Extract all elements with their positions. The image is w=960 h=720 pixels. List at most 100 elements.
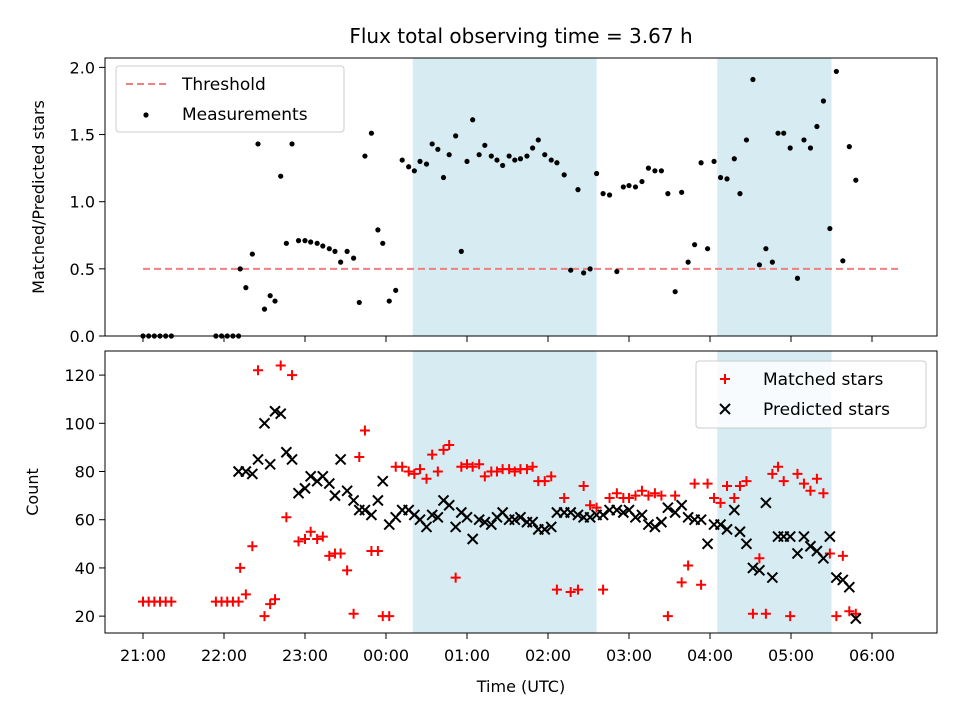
matched-star-point-95 bbox=[754, 553, 765, 564]
matched-star-point-107 bbox=[831, 611, 842, 622]
top-y-axis-label: Matched/Predicted stars bbox=[29, 100, 48, 294]
measurement-point-87 bbox=[704, 246, 711, 252]
measurement-point-60 bbox=[530, 145, 536, 151]
measurement-point-26 bbox=[326, 246, 332, 252]
predicted-star-point-2 bbox=[246, 468, 259, 480]
matched-star-point-59 bbox=[521, 464, 532, 475]
measurement-point-91 bbox=[731, 156, 737, 162]
measurement-point-92 bbox=[737, 191, 743, 197]
measurement-point-102 bbox=[801, 137, 807, 143]
measurement-point-71 bbox=[600, 191, 606, 197]
predicted-star-point-73 bbox=[682, 511, 694, 524]
measurement-point-80 bbox=[658, 168, 665, 174]
count-points bbox=[138, 360, 862, 625]
predicted-star-point-22 bbox=[365, 509, 378, 521]
predicted-star-point-12 bbox=[304, 470, 317, 483]
measurement-point-70 bbox=[594, 170, 600, 177]
predicted-star-point-60 bbox=[597, 509, 609, 521]
measurement-point-65 bbox=[561, 172, 567, 178]
matched-star-point-19 bbox=[281, 512, 292, 523]
measurement-point-36 bbox=[386, 298, 392, 304]
matched-star-point-62 bbox=[539, 476, 550, 487]
legend-predicted-swatch bbox=[719, 403, 731, 415]
legend-matched-swatch bbox=[720, 374, 730, 384]
measurement-point-64 bbox=[554, 160, 560, 166]
matched-star-point-24 bbox=[312, 534, 323, 544]
x-tick-label-9: 06:00 bbox=[849, 646, 895, 665]
matched-star-point-109 bbox=[844, 606, 855, 617]
predicted-star-point-31 bbox=[420, 521, 433, 533]
measurement-point-69 bbox=[587, 266, 593, 272]
measurement-point-63 bbox=[548, 157, 554, 163]
measurement-point-47 bbox=[453, 133, 459, 139]
matched-star-point-98 bbox=[773, 461, 784, 472]
y-tick-label-3: 80 bbox=[75, 463, 95, 482]
measurement-point-75 bbox=[626, 182, 632, 189]
measurement-point-22 bbox=[302, 238, 308, 244]
predicted-star-point-96 bbox=[830, 571, 843, 584]
matched-star-point-26 bbox=[324, 550, 335, 561]
measurement-point-74 bbox=[620, 184, 626, 190]
bottom-panel: 20 40 60 80 100 120 21:00 22:00 23:00 00:00 01:00… bbox=[23, 350, 938, 696]
x-tick-label-5: 02:00 bbox=[525, 646, 571, 665]
measurement-point-68 bbox=[581, 270, 587, 276]
measurement-point-62 bbox=[542, 152, 548, 158]
matched-star-point-108 bbox=[837, 550, 848, 561]
measurement-point-107 bbox=[833, 68, 839, 75]
predicted-star-point-76 bbox=[701, 538, 714, 550]
top-title: Flux total observing time = 3.67 h bbox=[349, 24, 692, 48]
matched-star-point-73 bbox=[611, 488, 622, 499]
y-tick-label-0: 20 bbox=[75, 607, 95, 626]
predicted-star-point-62 bbox=[611, 504, 623, 516]
predicted-star-point-15 bbox=[323, 477, 336, 490]
predicted-star-point-83 bbox=[747, 562, 759, 574]
matched-star-point-106 bbox=[824, 548, 835, 559]
matched-star-point-65 bbox=[559, 493, 570, 504]
matched-star-point-57 bbox=[509, 466, 520, 477]
matched-star-point-71 bbox=[598, 584, 609, 595]
predicted-star-point-36 bbox=[449, 521, 462, 533]
matched-star-point-13 bbox=[247, 541, 258, 552]
measurement-point-94 bbox=[750, 76, 756, 83]
measurement-point-57 bbox=[512, 157, 518, 163]
predicted-star-point-52 bbox=[545, 521, 557, 533]
measurement-point-73 bbox=[614, 268, 620, 275]
measurement-point-90 bbox=[724, 176, 730, 182]
matched-star-point-72 bbox=[604, 493, 615, 504]
predicted-star-point-10 bbox=[292, 487, 305, 499]
y-tick-label-3: 1.5 bbox=[70, 126, 95, 145]
matched-star-point-36 bbox=[384, 611, 395, 622]
measurement-point-61 bbox=[535, 137, 541, 143]
measurement-point-54 bbox=[494, 157, 500, 163]
measurement-point-67 bbox=[575, 187, 581, 193]
bottom-y-axis-label: Count bbox=[23, 468, 42, 516]
matched-star-point-70 bbox=[591, 502, 602, 513]
matched-star-point-23 bbox=[305, 526, 316, 537]
matched-star-point-97 bbox=[767, 468, 778, 479]
measurement-point-59 bbox=[524, 153, 530, 159]
predicted-star-point-49 bbox=[526, 516, 539, 528]
measurement-point-18 bbox=[278, 173, 284, 179]
measurement-points bbox=[140, 68, 859, 339]
measurement-point-14 bbox=[255, 141, 261, 147]
measurement-point-29 bbox=[344, 248, 350, 254]
predicted-star-point-99 bbox=[850, 612, 862, 625]
measurement-point-84 bbox=[685, 259, 691, 265]
measurement-point-110 bbox=[853, 177, 859, 183]
matched-star-point-79 bbox=[649, 488, 660, 499]
matched-star-point-15 bbox=[259, 611, 270, 622]
matched-star-point-16 bbox=[265, 599, 276, 610]
top-axes-frame bbox=[104, 57, 938, 337]
predicted-star-point-9 bbox=[286, 453, 298, 466]
measurement-point-81 bbox=[665, 191, 671, 197]
x-tick-label-3: 00:00 bbox=[363, 646, 409, 665]
matched-star-point-40 bbox=[409, 468, 420, 479]
measurement-point-11 bbox=[237, 266, 243, 272]
matched-star-point-46 bbox=[444, 440, 455, 450]
measurement-point-100 bbox=[787, 145, 793, 151]
matched-star-point-83 bbox=[676, 577, 687, 588]
predicted-star-point-42 bbox=[485, 518, 498, 531]
matched-star-point-110 bbox=[850, 608, 861, 619]
matched-star-point-101 bbox=[792, 468, 803, 479]
legend-measurements-swatch bbox=[143, 112, 149, 118]
